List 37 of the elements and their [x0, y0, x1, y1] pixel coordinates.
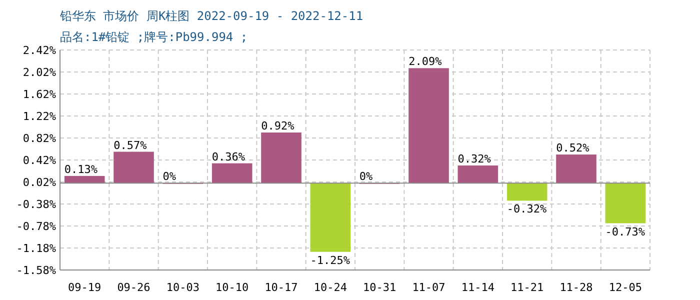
data-label: 2.09% [408, 55, 442, 68]
data-label: -0.73% [605, 225, 646, 238]
y-tick-label: 2.42% [22, 44, 56, 57]
y-tick-label: 1.62% [22, 88, 56, 101]
x-tick-label: 11-21 [510, 281, 544, 294]
data-label: 0.57% [114, 138, 148, 152]
y-tick-label: -0.38% [16, 198, 56, 211]
x-tick-label: 10-24 [314, 281, 348, 294]
x-tick-label: 10-10 [216, 281, 249, 294]
x-tick-label: 10-03 [166, 281, 200, 294]
x-tick-label: 09-26 [117, 281, 150, 294]
x-tick-label: 11-07 [412, 281, 446, 294]
x-tick-label: 10-31 [363, 281, 396, 294]
x-tick-label: 11-14 [461, 281, 495, 294]
y-tick-label: -0.78% [16, 220, 56, 233]
data-label: 0.36% [212, 150, 246, 164]
data-label: 0% [359, 170, 374, 184]
x-tick-label: 10-17 [264, 281, 298, 294]
y-tick-label: 2.02% [22, 66, 56, 79]
chart-title: 铅华东 市场价 周K柱图 2022-09-19 - 2022-12-11 [59, 9, 364, 23]
y-tick-label: 0.02% [22, 176, 56, 189]
x-tick-label: 12-05 [608, 281, 642, 294]
x-tick-label: 11-28 [560, 281, 593, 294]
data-label: 0.52% [556, 142, 590, 154]
y-tick-label: 0.42% [22, 154, 56, 167]
y-tick-label: -1.58% [16, 264, 56, 277]
data-label: 0% [162, 170, 176, 184]
data-label: -1.25% [310, 254, 350, 267]
data-label: 0.13% [64, 162, 98, 176]
data-label: -0.32% [506, 202, 548, 216]
x-tick-label: 09-19 [68, 281, 102, 294]
y-tick-label: 0.82% [22, 132, 56, 145]
chart-subtitle: 品名:1#铅锭 ;牌号:Pb99.994 ; [60, 30, 248, 44]
y-tick-label: 1.22% [22, 110, 56, 123]
data-label: 0.32% [458, 152, 492, 166]
y-tick-label: -1.18% [16, 242, 56, 255]
data-label: 0.92% [261, 120, 295, 132]
